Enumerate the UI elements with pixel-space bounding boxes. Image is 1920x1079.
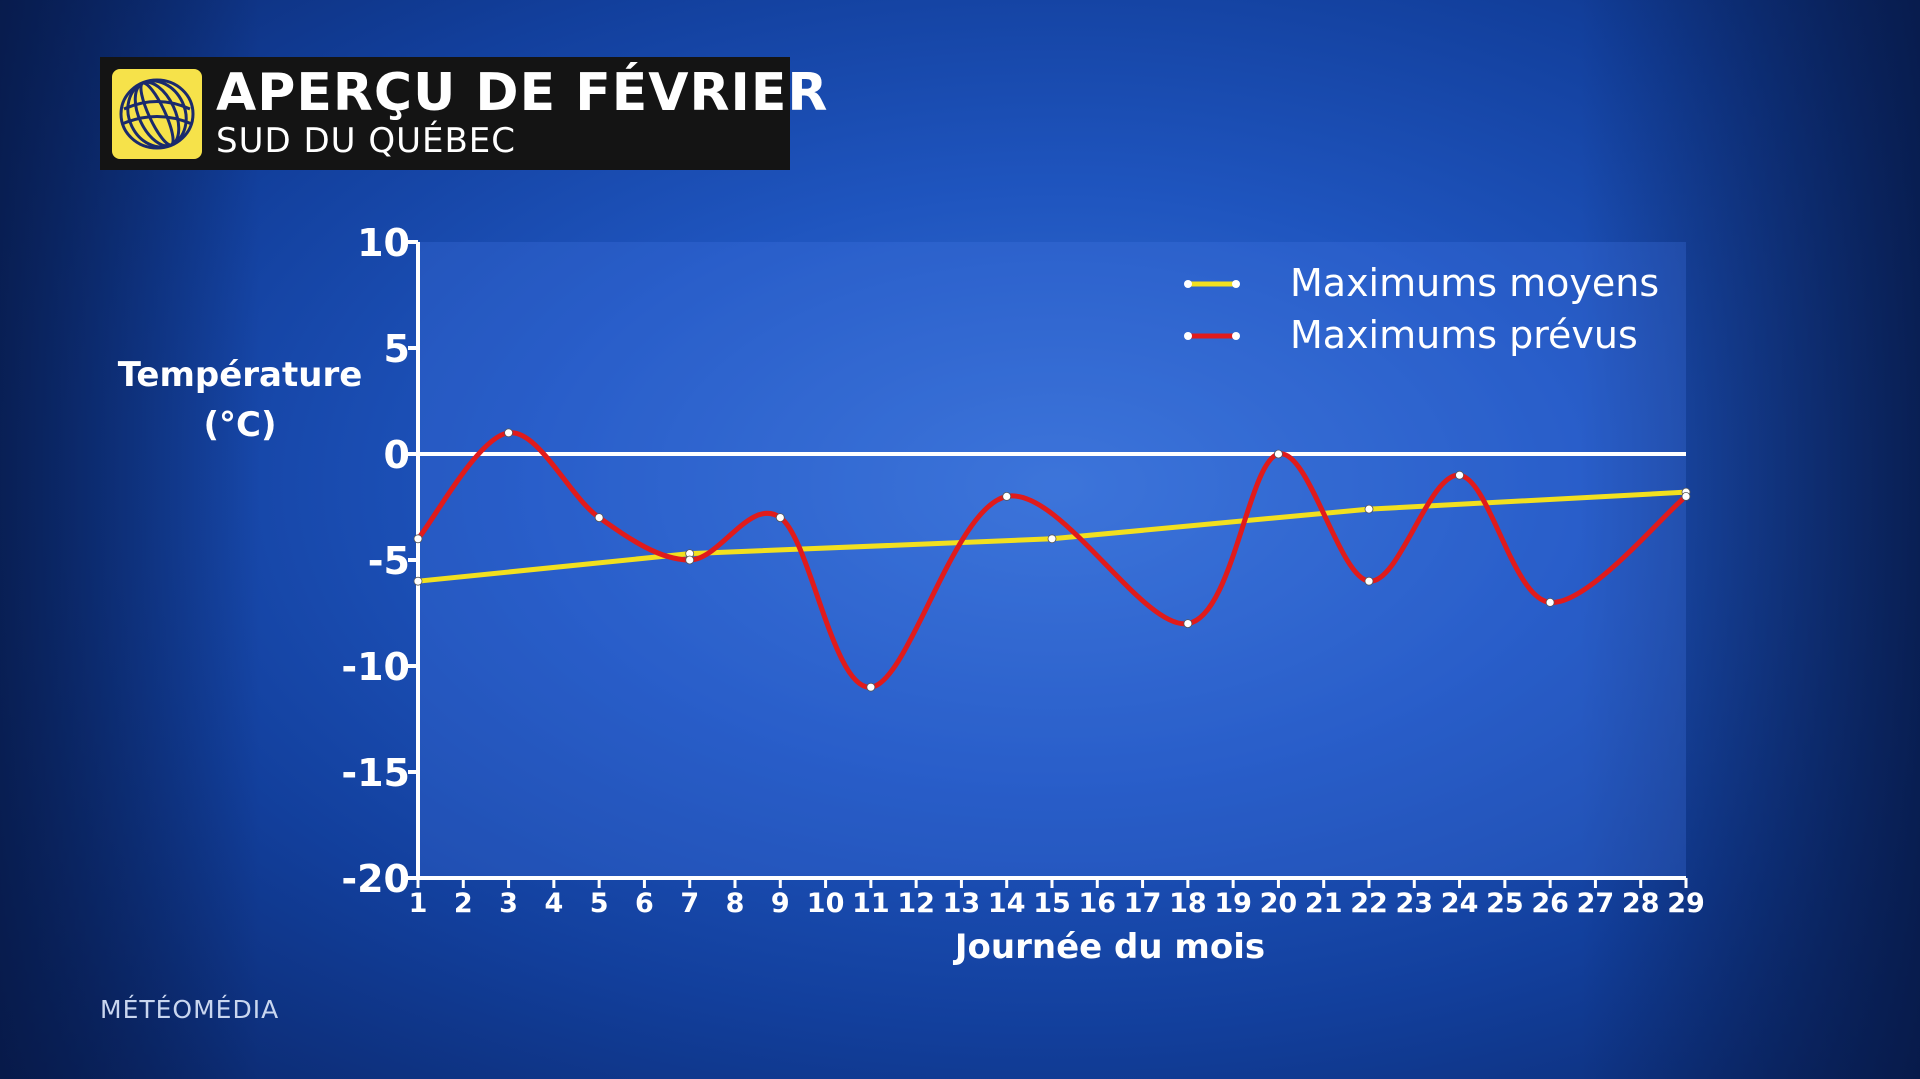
x-tick-label: 28 [1622,888,1660,919]
x-tick-label: 10 [807,888,845,919]
data-point [594,513,604,522]
chart-subtitle: SUD DU QUÉBEC [216,121,517,161]
x-tick-label: 17 [1124,888,1162,919]
x-tick-label: 23 [1395,888,1433,919]
series-average-max [413,487,1691,586]
y-axis-label-line1: Température [117,355,363,395]
x-tick-label: 18 [1169,888,1207,919]
data-point [1364,504,1374,514]
data-point [775,513,785,522]
data-point [1183,619,1193,628]
legend-label: Maximums moyens [1290,261,1659,305]
legend-swatch-dot [1184,280,1192,288]
data-point [413,534,423,544]
y-tick-label: -5 [368,539,410,583]
x-tick-label: 16 [1078,888,1116,919]
background-vignette-left [0,0,260,1079]
data-point [685,555,695,565]
globe-logo-icon [112,69,202,159]
y-tick-label: 5 [384,327,410,371]
data-point [1047,534,1057,544]
y-tick-label: 0 [384,433,410,477]
y-tick-label: -15 [341,751,410,795]
x-tick-label: 25 [1486,888,1524,919]
x-tick-label: 26 [1531,888,1569,919]
y-tick-label: -20 [341,857,410,901]
chart-title: APERÇU DE FÉVRIER [216,63,829,123]
x-tick-label: 27 [1577,888,1615,919]
x-tick-label: 20 [1260,888,1298,919]
data-point [413,576,423,586]
legend: Maximums moyens Maximums prévus [1184,261,1659,357]
x-tick-label: 21 [1305,888,1343,919]
data-point [1455,470,1464,480]
x-tick-label: 13 [943,888,981,919]
x-tick-label: 11 [852,888,890,919]
x-tick-label: 4 [544,888,563,919]
y-tick-label: -10 [341,645,410,689]
x-tick-label: 19 [1214,888,1252,919]
brand-logo-text: MÉTÉOMÉDIA [100,995,280,1024]
data-point [1681,491,1691,501]
x-tick-label: 2 [454,888,473,919]
title-box: APERÇU DE FÉVRIER SUD DU QUÉBEC [100,57,827,170]
x-tick-label: 22 [1350,888,1388,919]
legend-swatch-dot [1232,332,1240,340]
data-point [1364,576,1374,586]
x-tick-label: 8 [726,888,745,919]
data-point [866,682,876,692]
data-point [1002,491,1012,501]
x-tick-label: 12 [897,888,935,919]
x-tick-label: 6 [635,888,654,919]
y-tick-label: 10 [357,221,410,265]
legend-swatch-dot [1232,280,1240,288]
y-axis-label: Température (°C) [100,350,380,450]
x-tick-label: 1 [409,888,428,919]
x-tick-label: 29 [1667,888,1705,919]
x-tick-label: 24 [1441,888,1479,919]
data-point [504,428,513,438]
x-tick-label: 15 [1033,888,1071,919]
background-vignette-right [1580,0,1920,1079]
legend-swatch-dot [1184,332,1192,340]
x-tick-label: 14 [988,888,1026,919]
series-forecast-max [413,428,1691,692]
x-axis-label: Journée du mois [953,927,1265,967]
data-point [1545,598,1555,607]
series-layer [413,428,1691,692]
x-tick-label: 9 [771,888,790,919]
data-point [1274,449,1283,459]
x-tick-label: 3 [499,888,518,919]
legend-label: Maximums prévus [1290,313,1638,357]
y-axis-label-line2: (°C) [203,405,277,445]
x-tick-label: 5 [590,888,609,919]
x-tick-label: 7 [680,888,699,919]
